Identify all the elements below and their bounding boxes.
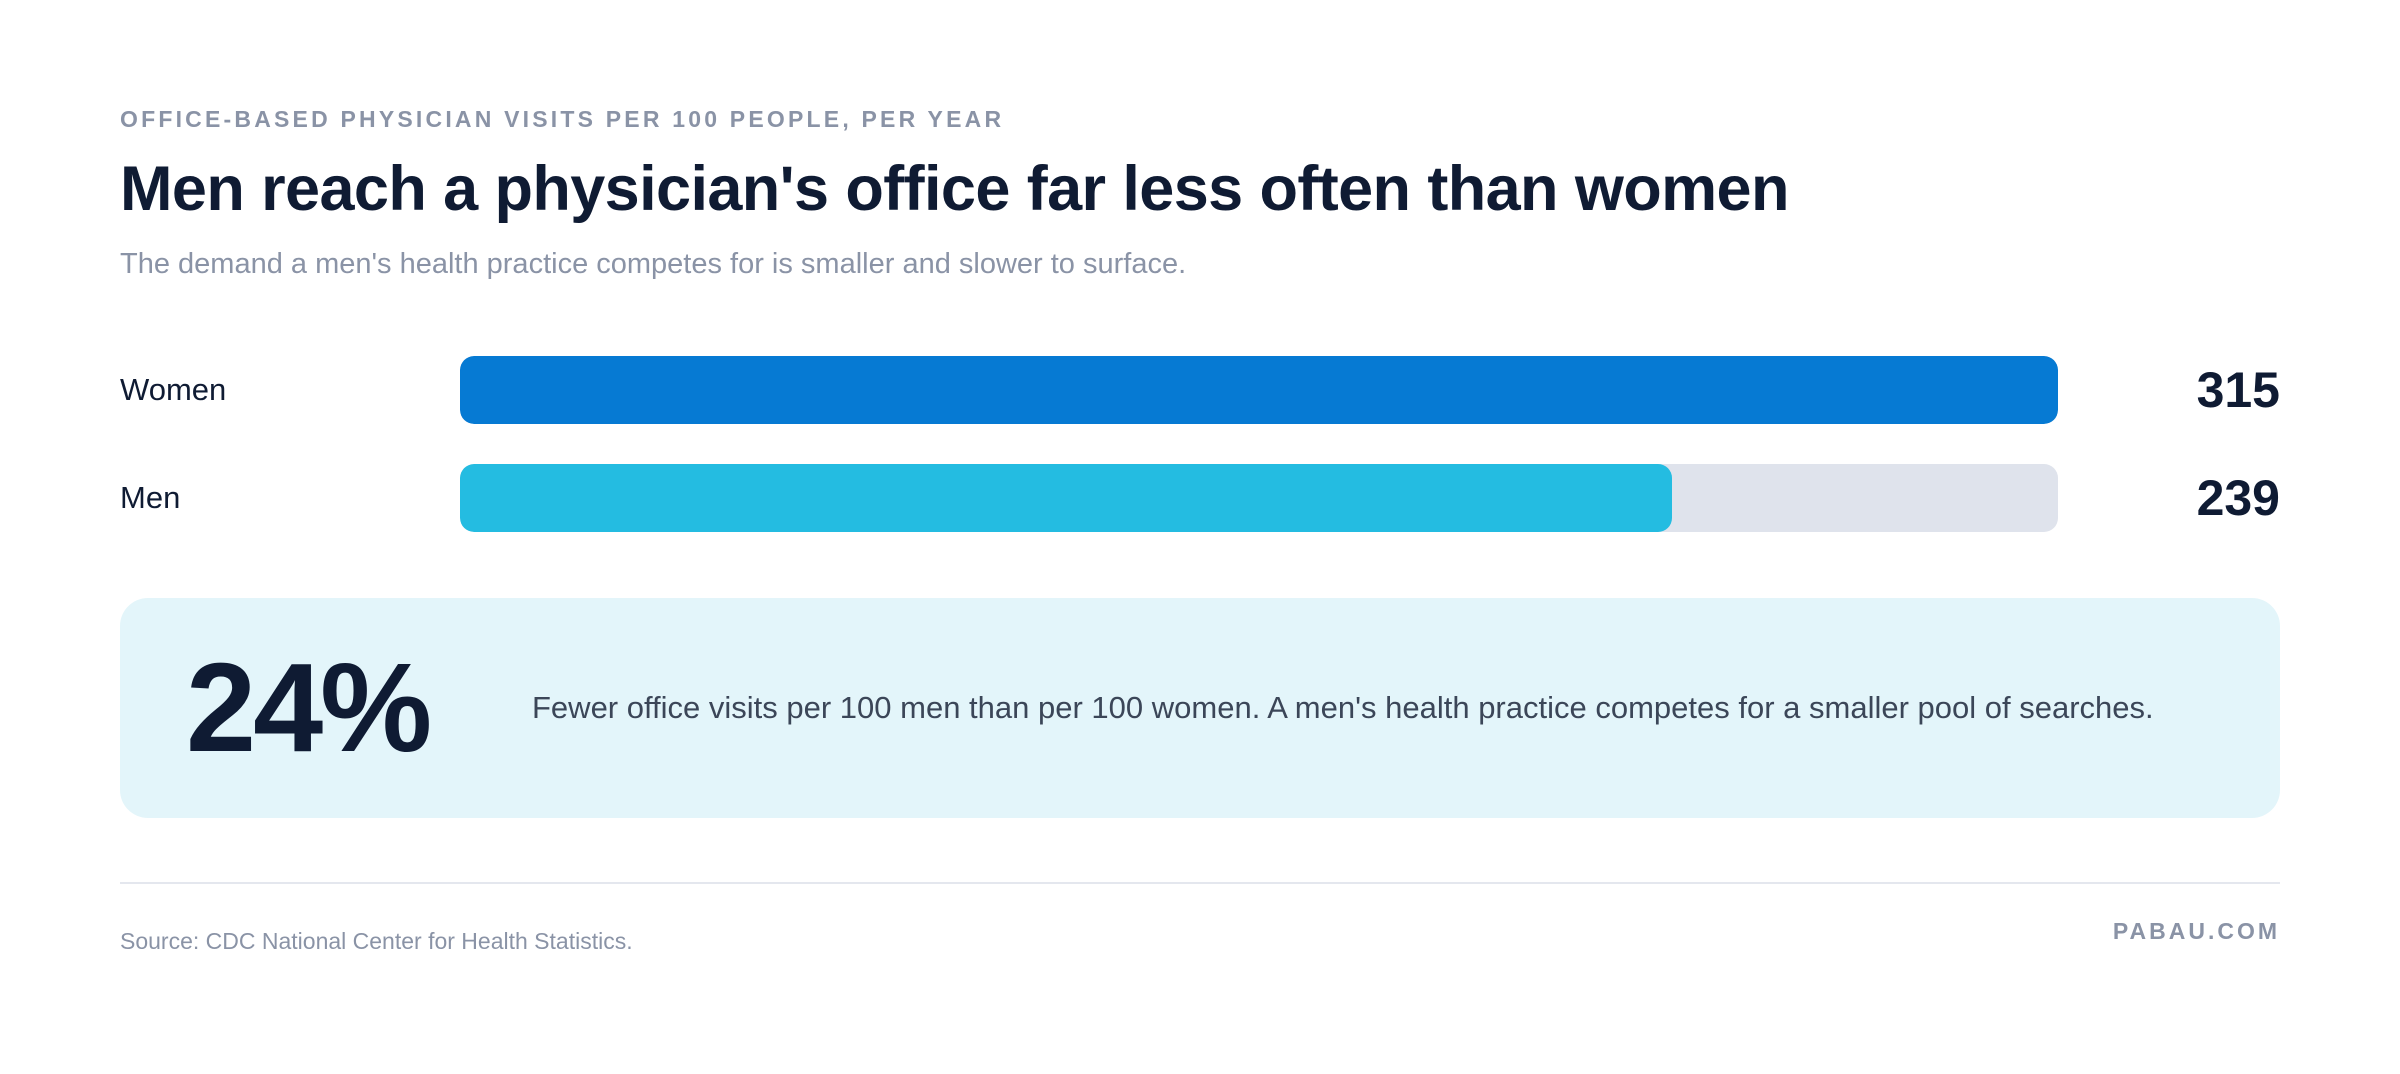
bar-fill-men [460, 464, 1672, 532]
bar-label-women: Women [120, 372, 227, 407]
chart-eyebrow: OFFICE-BASED PHYSICIAN VISITS PER 100 PE… [120, 106, 1005, 132]
callout-text: Fewer office visits per 100 men than per… [532, 690, 2154, 725]
chart-subtitle: The demand a men's health practice compe… [120, 248, 1187, 280]
stat-callout: 24% Fewer office visits per 100 men than… [120, 598, 2280, 818]
chart-title: Men reach a physician's office far less … [120, 154, 1789, 224]
bar-label-men: Men [120, 480, 181, 515]
source-note: Source: CDC National Center for Health S… [120, 928, 633, 954]
bar-row-women: Women 315 [120, 356, 2280, 424]
brand-mark: PABAU.COM [2112, 918, 2280, 944]
bar-value-men: 239 [2196, 470, 2280, 526]
chart-card: OFFICE-BASED PHYSICIAN VISITS PER 100 PE… [120, 0, 2280, 1074]
bar-row-men: Men 239 [120, 464, 2280, 532]
callout-stat: 24% [186, 637, 432, 778]
bar-track-men [460, 464, 2058, 532]
bar-value-women: 315 [2196, 362, 2280, 418]
bar-track-women [460, 356, 2058, 424]
bar-fill-women [460, 356, 2058, 424]
footer-divider [120, 882, 2280, 884]
